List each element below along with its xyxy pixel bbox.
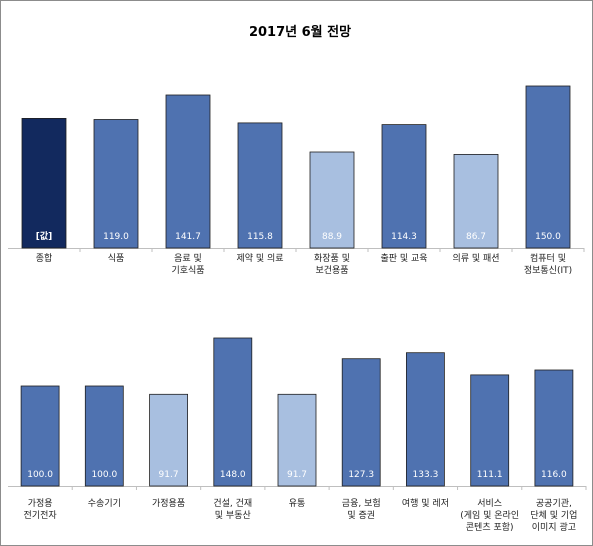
data-label: [값] bbox=[36, 230, 53, 242]
bar bbox=[534, 369, 574, 487]
category-label: 및 부동산 bbox=[215, 509, 251, 521]
bar bbox=[20, 385, 60, 487]
category-label: 종합 bbox=[36, 253, 53, 264]
data-label: 111.1 bbox=[477, 470, 503, 480]
category-label: 음료 및 bbox=[174, 252, 202, 264]
bar bbox=[149, 393, 189, 487]
category-label: 여행 및 레저 bbox=[402, 497, 449, 509]
category-label: 가정용품 bbox=[152, 498, 185, 509]
bar bbox=[525, 85, 571, 249]
category-label: 보건용품 bbox=[315, 265, 348, 276]
bar bbox=[237, 122, 283, 249]
data-label: 141.7 bbox=[175, 232, 201, 242]
data-label: 91.7 bbox=[287, 470, 307, 480]
data-label: 116.0 bbox=[541, 470, 567, 480]
category-label: 전기전자 bbox=[24, 510, 58, 521]
data-label: 114.3 bbox=[391, 232, 417, 242]
category-label: 컴퓨터 및 bbox=[530, 252, 566, 264]
category-label: 의류 및 패션 bbox=[452, 252, 499, 264]
category-label: 제약 및 의료 bbox=[236, 252, 283, 264]
data-label: 150.0 bbox=[535, 232, 561, 242]
bar bbox=[453, 153, 499, 249]
category-label: (게임 및 온라인 bbox=[460, 509, 519, 521]
data-label: 127.3 bbox=[348, 470, 374, 480]
bar bbox=[93, 119, 139, 249]
data-label: 100.0 bbox=[27, 470, 53, 480]
data-label: 91.7 bbox=[159, 470, 179, 480]
data-label: 115.8 bbox=[247, 232, 273, 242]
bar bbox=[470, 374, 510, 487]
data-label: 100.0 bbox=[91, 470, 117, 480]
bar bbox=[213, 337, 253, 487]
bar bbox=[84, 385, 124, 487]
category-label: 이미지 광고 bbox=[532, 521, 576, 533]
category-label: 단체 및 기업 bbox=[530, 509, 577, 521]
category-label: 건설, 건재 bbox=[213, 498, 252, 509]
bar bbox=[165, 94, 211, 249]
category-label: 유통 bbox=[289, 498, 306, 509]
data-label: 88.9 bbox=[322, 232, 342, 242]
category-label: 기호식품 bbox=[171, 265, 204, 276]
data-label: 148.0 bbox=[220, 470, 246, 480]
category-label: 정보통신(IT) bbox=[524, 265, 572, 276]
data-label: 133.3 bbox=[413, 470, 439, 480]
category-label: 서비스 bbox=[477, 498, 502, 509]
category-label: 가정용 bbox=[28, 498, 53, 509]
category-label: 및 증권 bbox=[347, 509, 375, 521]
data-label: 86.7 bbox=[466, 232, 486, 242]
category-label: 공공기관, bbox=[536, 498, 572, 509]
bar bbox=[21, 118, 67, 249]
bar bbox=[277, 393, 317, 487]
category-label: 출판 및 교육 bbox=[380, 252, 427, 264]
category-label: 콘텐츠 포함) bbox=[466, 522, 514, 533]
category-label: 금융, 보험 bbox=[342, 498, 381, 509]
bar bbox=[341, 358, 381, 487]
data-label: 119.0 bbox=[103, 232, 129, 242]
bar bbox=[381, 124, 427, 249]
category-label: 화장품 및 bbox=[314, 252, 350, 264]
bar bbox=[405, 352, 445, 487]
category-label: 수송기기 bbox=[88, 498, 121, 509]
bar bbox=[309, 151, 355, 249]
chart-title: 2017년 6월 전망 bbox=[249, 24, 351, 40]
category-label: 식품 bbox=[108, 253, 125, 264]
